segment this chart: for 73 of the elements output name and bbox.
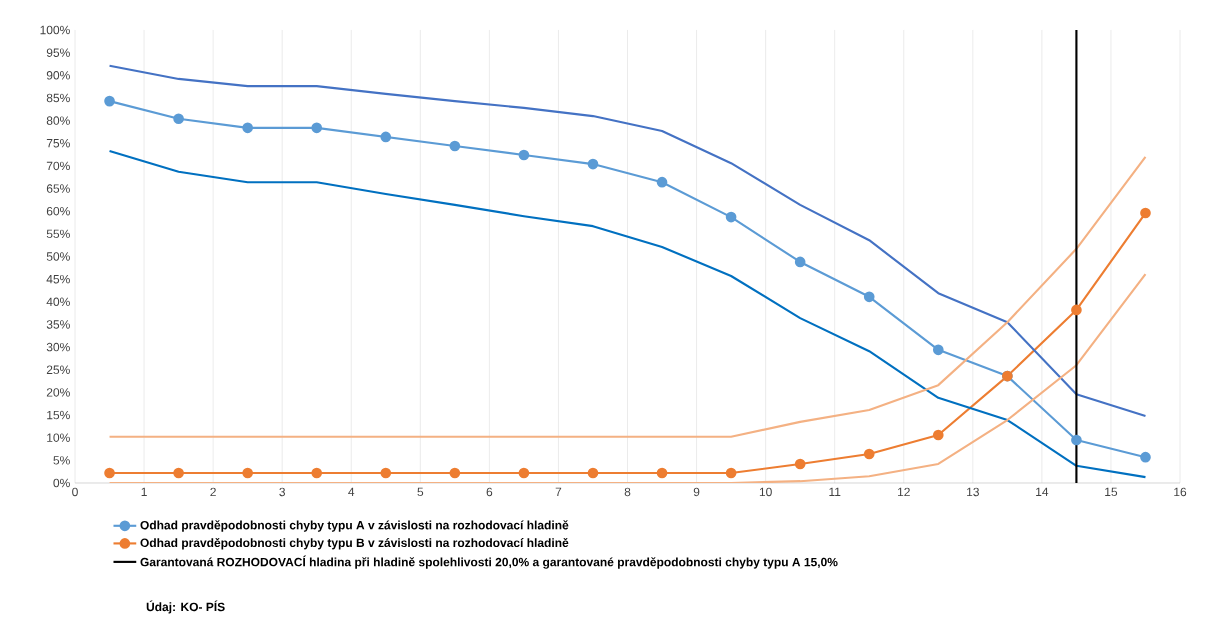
point [311,467,323,479]
y-tick-label: 95% [46,48,70,57]
point [173,113,184,125]
x-tick-label: 2 [210,487,216,497]
x-tick-label: 3 [279,487,285,497]
point [518,467,530,479]
x-tick-label: 4 [348,487,355,496]
y-tick-label: 30% [46,342,70,352]
point [932,344,944,356]
x-tick-label: 12 [898,487,910,497]
point [794,256,806,268]
y-tick-label: 100% [40,25,70,35]
y-tick-label: 40% [46,297,70,307]
point [725,467,737,479]
y-tick-label: 90% [46,71,70,80]
y-tick-label: 0% [53,478,70,488]
text: Údaj: KO- PÍS [146,600,225,614]
legend-label: Odhad pravděpodobnosti chyby typu B v závislosti na rozhodovací hladině [140,537,569,550]
y-tick-label: 50% [46,252,70,261]
x-tick-label: 13 [967,487,979,497]
point [1071,304,1082,316]
point [1140,451,1151,463]
x-tick-label: 6 [486,487,493,497]
point [449,140,461,152]
x-tick-label: 9 [693,487,700,497]
point [656,176,668,188]
point [587,467,599,479]
x-tick-label: 14 [1036,487,1049,496]
point [380,467,392,479]
point [863,291,875,303]
y-tick-label: 25% [46,365,70,375]
point [725,211,737,223]
x-tick-label: 5 [417,487,424,497]
point [104,95,115,107]
y-tick-label: 35% [46,320,70,329]
point [380,131,392,143]
x-tick-label: 8 [624,487,631,497]
legend-label: Odhad pravděpodobnosti chyby typu A v závislosti na rozhodovací hladině [140,520,569,532]
point [656,467,668,479]
point [587,158,599,170]
x-tick-label: 15 [1105,487,1118,497]
point [932,429,944,441]
y-tick-label: 85% [46,93,70,103]
point [794,458,806,470]
point [449,467,461,479]
x-tick-label: 11 [829,487,841,496]
legend-label: Garantovaná ROZHODOVACÍ hladina při hladině spolehlivosti 20,0% a garantované pravděpodobnosti chyby typu A 15,0% [140,555,838,569]
x-tick-label: 10 [759,487,772,497]
point [1140,207,1151,219]
point [242,122,253,134]
line-series [108,64,1147,418]
y-tick-label: 60% [46,206,70,216]
x-tick-label: 16 [1174,487,1187,497]
point [863,448,875,460]
y-tick-label: 70% [46,161,70,171]
y-tick-label: 80% [46,116,70,125]
x-tick-label: 0 [72,487,78,497]
point [311,122,323,134]
point [104,467,115,479]
y-tick-label: 65% [46,184,70,193]
y-tick-label: 20% [46,388,70,397]
y-tick-label: 15% [47,410,70,420]
y-tick-label: 45% [46,274,70,284]
x-tick-label: 1 [141,487,147,496]
y-tick-label: 55% [46,229,70,239]
y-tick-label: 5% [53,456,70,465]
point [518,149,530,161]
y-tick-label: 75% [46,139,70,148]
y-tick-label: 10% [47,433,70,442]
point [173,467,184,479]
point [242,467,253,479]
x-tick-label: 7 [555,487,562,496]
point [1071,434,1082,446]
